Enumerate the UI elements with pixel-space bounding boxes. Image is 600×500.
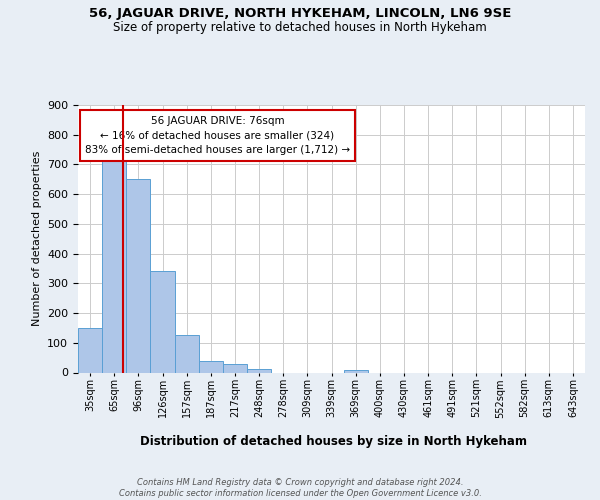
Bar	[175, 335, 199, 372]
Text: Size of property relative to detached houses in North Hykeham: Size of property relative to detached ho…	[113, 21, 487, 34]
Text: Distribution of detached houses by size in North Hykeham: Distribution of detached houses by size …	[140, 435, 527, 448]
Text: 56 JAGUAR DRIVE: 76sqm
← 16% of detached houses are smaller (324)
83% of semi-de: 56 JAGUAR DRIVE: 76sqm ← 16% of detached…	[85, 116, 350, 156]
Bar	[151, 272, 175, 372]
Text: 56, JAGUAR DRIVE, NORTH HYKEHAM, LINCOLN, LN6 9SE: 56, JAGUAR DRIVE, NORTH HYKEHAM, LINCOLN…	[89, 8, 511, 20]
Bar	[344, 370, 368, 372]
Bar	[247, 369, 271, 372]
Y-axis label: Number of detached properties: Number of detached properties	[32, 151, 41, 326]
Bar	[126, 180, 151, 372]
Bar	[199, 360, 223, 372]
Text: Contains HM Land Registry data © Crown copyright and database right 2024.
Contai: Contains HM Land Registry data © Crown c…	[119, 478, 481, 498]
Bar	[78, 328, 102, 372]
Bar	[102, 161, 126, 372]
Bar	[223, 364, 247, 372]
